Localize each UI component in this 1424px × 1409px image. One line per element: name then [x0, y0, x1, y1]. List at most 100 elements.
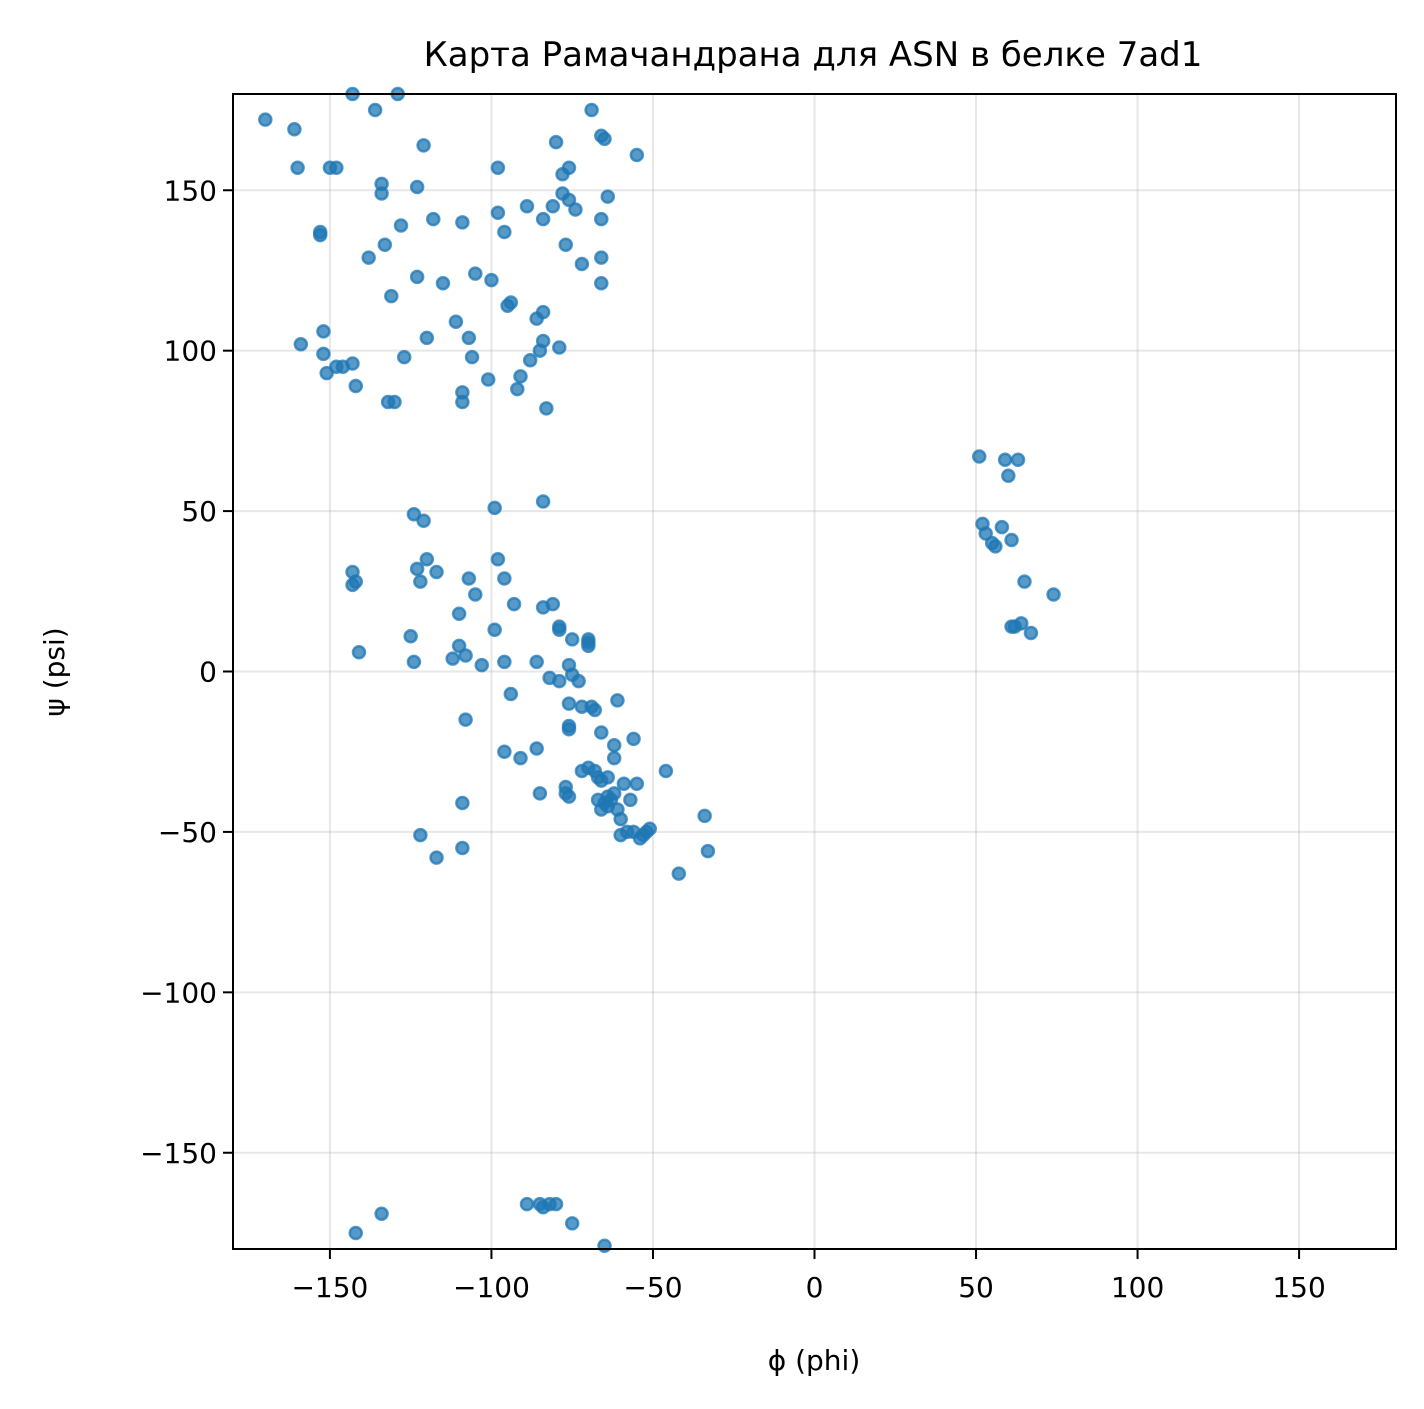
data-point: [455, 215, 470, 230]
data-point: [600, 770, 615, 785]
data-point: [319, 365, 334, 381]
data-point: [387, 394, 402, 410]
data-point: [448, 314, 464, 330]
data-point: [545, 199, 561, 214]
y-tick-label: 50: [181, 495, 217, 528]
data-point: [396, 349, 412, 365]
data-point: [1004, 532, 1019, 548]
data-point: [1014, 616, 1029, 631]
data-point: [406, 507, 422, 522]
chart-title: Карта Рамачандрана для ASN в белке 7ad1: [424, 35, 1203, 75]
data-point: [451, 638, 467, 654]
data-point: [497, 654, 512, 670]
data-point: [568, 202, 583, 217]
data-point: [594, 802, 609, 817]
data-point: [367, 102, 383, 118]
data-point: [445, 651, 460, 666]
data-point: [419, 551, 435, 567]
data-point: [497, 224, 512, 240]
data-point: [529, 741, 544, 756]
data-point: [552, 622, 567, 638]
data-point: [519, 1196, 535, 1212]
data-point: [413, 827, 428, 843]
data-point: [594, 211, 609, 227]
y-tick-label: 100: [164, 335, 217, 368]
data-point: [529, 654, 544, 670]
data-point: [329, 160, 344, 176]
data-point: [994, 519, 1010, 535]
data-point: [700, 843, 716, 859]
data-point: [548, 134, 564, 150]
data-point: [490, 160, 506, 176]
data-point: [361, 250, 376, 265]
data-point: [600, 789, 615, 804]
data-point: [461, 571, 477, 586]
data-point: [377, 237, 393, 253]
data-point: [594, 725, 609, 740]
data-point: [561, 722, 577, 737]
data-point: [426, 211, 441, 227]
data-point: [409, 561, 425, 577]
data-point: [490, 551, 506, 567]
y-tick-label: 150: [164, 174, 217, 207]
data-point: [535, 211, 551, 227]
data-point: [626, 731, 641, 747]
data-point: [561, 192, 577, 208]
data-point: [513, 369, 528, 384]
data-point: [552, 673, 567, 689]
data-point: [548, 1196, 564, 1212]
x-tick-label: 0: [806, 1271, 824, 1304]
data-point: [642, 821, 657, 836]
data-point: [293, 337, 309, 352]
y-tick-label: −150: [140, 1137, 217, 1170]
data-point: [435, 276, 451, 291]
data-point: [458, 712, 473, 727]
data-point: [316, 346, 331, 362]
data-point: [287, 122, 302, 137]
grid: [233, 94, 1396, 1249]
data-point: [561, 696, 577, 711]
y-axis-label: ψ (psi): [38, 627, 71, 716]
data-point: [535, 494, 551, 509]
data-point: [564, 1216, 580, 1231]
data-point: [455, 840, 470, 856]
data-point: [406, 654, 422, 670]
data-point: [374, 186, 389, 201]
data-point: [480, 372, 496, 387]
data-point: [697, 808, 712, 824]
data-point: [564, 632, 580, 647]
data-point: [535, 304, 551, 320]
data-point: [1017, 574, 1032, 589]
data-point: [558, 237, 573, 253]
data-point: [409, 179, 425, 195]
data-point: [519, 199, 535, 214]
x-tick-label: 150: [1272, 1271, 1325, 1304]
data-point: [600, 189, 615, 204]
data-point: [561, 789, 577, 804]
y-tick-label: 0: [199, 656, 217, 689]
data-point: [552, 340, 567, 355]
data-point: [532, 786, 548, 801]
data-point: [413, 574, 428, 589]
data-point: [1010, 452, 1026, 467]
data-point: [506, 596, 522, 612]
data-point: [468, 587, 483, 602]
data-point: [484, 272, 499, 288]
data-point: [474, 657, 490, 673]
data-point: [348, 378, 364, 394]
data-point: [594, 276, 609, 291]
data-point: [290, 160, 305, 176]
data-point: [587, 702, 603, 718]
data-point: [393, 218, 409, 233]
data-point: [522, 353, 538, 368]
data-point: [455, 394, 470, 410]
data-point: [429, 850, 444, 865]
data-point: [500, 298, 515, 313]
data-point: [513, 750, 528, 766]
data-point: [258, 112, 273, 127]
data-point: [671, 866, 687, 881]
data-point: [429, 564, 444, 580]
data-point: [490, 205, 506, 220]
